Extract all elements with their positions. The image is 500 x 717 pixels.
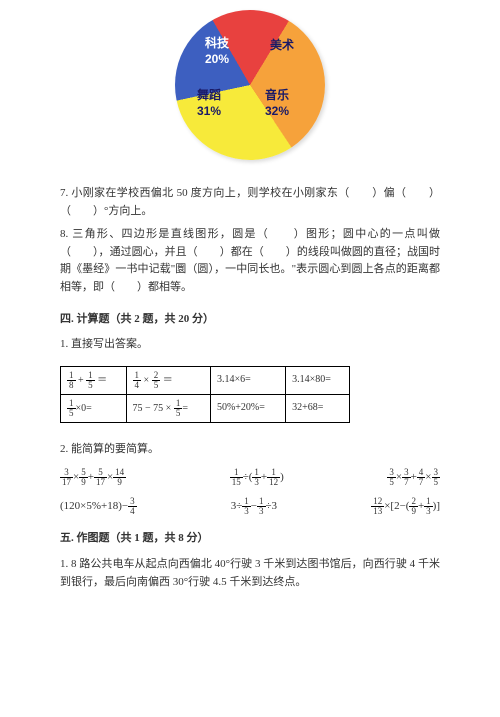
calc-cell: 14 × 25 ＝ (126, 366, 210, 394)
calc-cell: 15×0= (61, 394, 127, 422)
pie-label-音乐: 音乐32% (265, 88, 289, 119)
section-5-header: 五. 作图题（共 1 题，共 8 分） (60, 530, 440, 548)
section-4-sub1: 1. 直接写出答案。 (60, 336, 440, 354)
question-8: 8. 三角形、四边形是直线图形，圆是（ ）图形；圆中心的一点叫做（ ），通过圆心… (60, 226, 440, 296)
pie-chart: 美术音乐32% 舞蹈31% 科技20% (175, 10, 325, 160)
expr-1: 317×59+517×149 (60, 468, 126, 487)
section-5-q1: 1. 8 路公共电车从起点向西偏北 40°行驶 3 千米到达图书馆后，向西行驶 … (60, 556, 440, 591)
calc-cell: 18 + 15 ＝ (61, 366, 127, 394)
section-4-header: 四. 计算题（共 2 题，共 20 分） (60, 311, 440, 329)
expr-row-1: 317×59+517×149 115÷(13+112) 35×37+47×35 (60, 468, 440, 487)
expr-5: 3÷13−13÷3 (231, 497, 277, 516)
pie-chart-container: 美术音乐32% 舞蹈31% 科技20% (60, 10, 440, 160)
calc-cell: 50%+20%= (210, 394, 285, 422)
expr-3: 35×37+47×35 (387, 468, 440, 487)
calc-cell: 75 − 75 × 15= (126, 394, 210, 422)
calc-cell: 3.14×80= (286, 366, 350, 394)
expr-2: 115÷(13+112) (230, 468, 284, 487)
expr-4: (120×5%+18)−34 (60, 497, 137, 516)
calc-table: 18 + 15 ＝14 × 25 ＝3.14×6=3.14×80= 15×0=75… (60, 366, 350, 423)
pie-label-舞蹈: 舞蹈31% (197, 88, 221, 119)
expr-row-2: (120×5%+18)−34 3÷13−13÷3 1213×[2−(29+13)… (60, 497, 440, 516)
pie-label-美术: 美术 (270, 38, 294, 54)
question-7: 7. 小刚家在学校西偏北 50 度方向上，则学校在小刚家东（ ）偏（ ）（ ）°… (60, 185, 440, 220)
pie-label-科技: 科技20% (205, 36, 229, 67)
section-4-sub2: 2. 能简算的要简算。 (60, 441, 440, 459)
calc-cell: 3.14×6= (210, 366, 285, 394)
expr-6: 1213×[2−(29+13)] (371, 497, 440, 516)
calc-cell: 32+68= (286, 394, 350, 422)
